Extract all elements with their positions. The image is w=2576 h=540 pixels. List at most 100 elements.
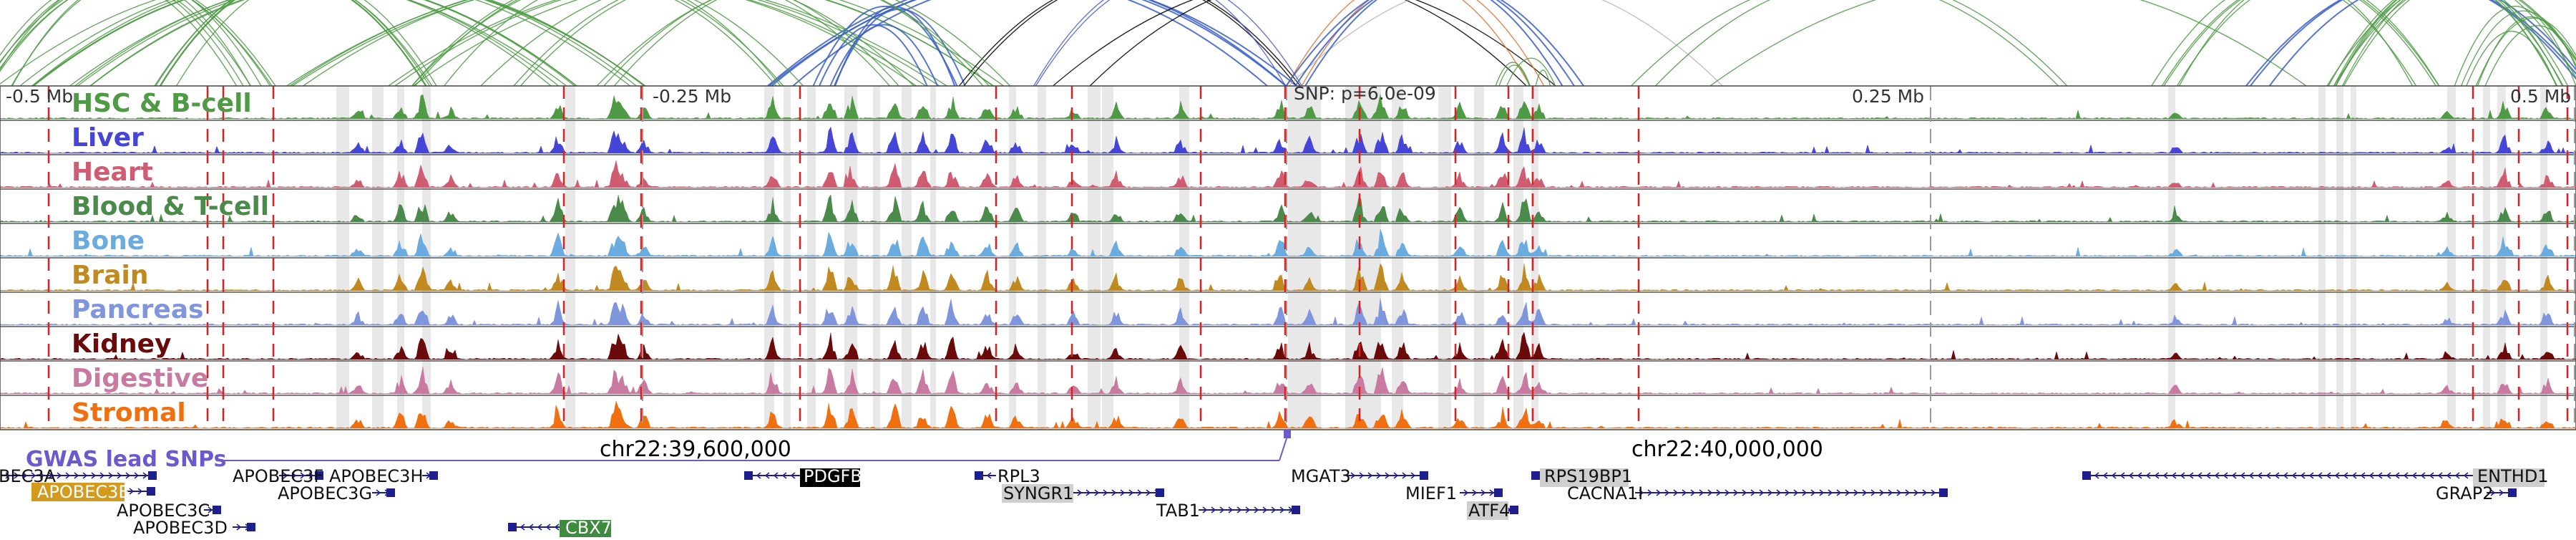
strand-arrow [2490, 489, 2496, 496]
strand-arrow [528, 524, 534, 531]
strand-arrow [283, 472, 288, 479]
gene-label: GRAP2 [2436, 483, 2493, 503]
strand-arrow [2411, 472, 2417, 479]
interaction-arc [1506, 57, 1556, 87]
interaction-arc [1288, 0, 1723, 87]
gene-mgat3: MGAT3 [1291, 466, 1428, 486]
gene-highlight-box [1002, 484, 1073, 503]
strand-arrow [1137, 489, 1143, 496]
interaction-arc [812, 5, 958, 87]
interaction-arc [1631, 0, 2059, 87]
interaction-arc [2333, 0, 2557, 87]
interaction-arc [1498, 64, 1531, 87]
interaction-arc [2454, 6, 2576, 87]
strand-arrow [48, 472, 54, 479]
signal-track-9 [0, 400, 2576, 429]
gene-label: APOBEC3B [37, 482, 130, 502]
strand-arrow [137, 488, 143, 495]
gene-enthd1: ENTHD1 [2082, 466, 2549, 487]
gene-highlight-box [800, 468, 860, 487]
gene-apobec3g: APOBEC3G [278, 483, 395, 503]
strand-arrow [2446, 472, 2451, 479]
gene-label: TAB1 [1156, 501, 1200, 521]
strand-arrow [1810, 489, 1816, 496]
strand-arrow [1724, 489, 1730, 496]
strand-arrow [1647, 489, 1653, 496]
interaction-arc [1053, 0, 1556, 87]
gene-highlight-box [1467, 501, 1508, 520]
interaction-arc [0, 0, 251, 87]
track-label-7: Kidney [72, 329, 172, 359]
gene-label: APOBEC3H [329, 466, 423, 486]
strand-arrow [1393, 472, 1399, 479]
strand-arrow [2308, 472, 2314, 479]
interaction-arc [303, 0, 917, 87]
coord-label-quarter-mb: 0.25 Mb [1852, 86, 1924, 107]
strand-arrow [1870, 489, 1876, 496]
strand-arrow [376, 489, 381, 496]
gene-tab1: TAB1 [1156, 501, 1300, 521]
strand-arrow [1094, 489, 1100, 496]
interaction-arc [513, 0, 891, 87]
strand-arrow [1673, 489, 1679, 496]
gene-exon [148, 471, 157, 480]
strand-arrow [1245, 506, 1251, 514]
gene-apobec3b: APOBEC3B [31, 482, 155, 502]
interaction-arc [2335, 0, 2558, 87]
signal-track-2 [0, 160, 2576, 188]
strand-arrow [39, 472, 45, 479]
strand-arrow [1103, 489, 1108, 496]
strand-arrow [2180, 472, 2185, 479]
strand-arrow [2214, 472, 2220, 479]
interaction-arc [596, 0, 1011, 87]
strand-arrow [65, 472, 71, 479]
gene-pdgfb: PDGFB [744, 466, 862, 487]
strand-arrow [1262, 506, 1268, 514]
strand-arrow [2351, 472, 2357, 479]
interaction-arc [413, 0, 1004, 87]
strand-arrow [1682, 489, 1687, 496]
strand-arrow [2231, 472, 2237, 479]
interaction-arc [819, 24, 928, 87]
interaction-arc [1285, 0, 1584, 87]
signal-tracks [0, 94, 2576, 429]
chr-coordinate-right: chr22:40,000,000 [1631, 437, 1823, 462]
track-label-1: Liver [72, 123, 144, 153]
signal-track-3 [0, 194, 2576, 223]
strand-arrow [1742, 489, 1747, 496]
interaction-arc [0, 0, 567, 87]
gwas-lead-snps: GWAS lead SNPs [26, 430, 1291, 472]
strand-arrow [1236, 506, 1242, 514]
strand-arrow [1085, 489, 1091, 496]
strand-arrow [1359, 472, 1365, 479]
gene-exon [1531, 471, 1540, 480]
strand-arrow [2368, 472, 2374, 479]
gene-exon [386, 488, 395, 497]
gene-exon [1494, 488, 1503, 497]
coord-label-minus-quarter-mb: -0.25 Mb [653, 86, 731, 107]
strand-arrow [1410, 472, 1416, 479]
strand-arrow [2403, 472, 2409, 479]
strand-arrow [1128, 489, 1134, 496]
gene-exon [213, 506, 221, 514]
strand-arrow [2162, 472, 2168, 479]
strand-arrow [1776, 489, 1782, 496]
strand-arrow [2394, 472, 2400, 479]
strand-arrow [1767, 489, 1773, 496]
strand-arrow [2499, 489, 2504, 496]
strand-arrow [142, 472, 148, 479]
strand-arrow [1922, 489, 1928, 496]
strand-arrow [2128, 472, 2134, 479]
gene-apobec3d: APOBEC3D [133, 518, 255, 538]
interaction-arc [1304, 0, 1563, 87]
strand-arrow [781, 472, 787, 479]
strand-arrow [2145, 472, 2151, 479]
gene-apobec3c: APOBEC3C [117, 501, 221, 521]
strand-arrow [1639, 489, 1644, 496]
gene-mief1: MIEF1 [1405, 483, 1503, 503]
strand-arrow [2334, 472, 2340, 479]
track-label-0: HSC & B-cell [72, 89, 252, 118]
interaction-arc [480, 0, 914, 87]
